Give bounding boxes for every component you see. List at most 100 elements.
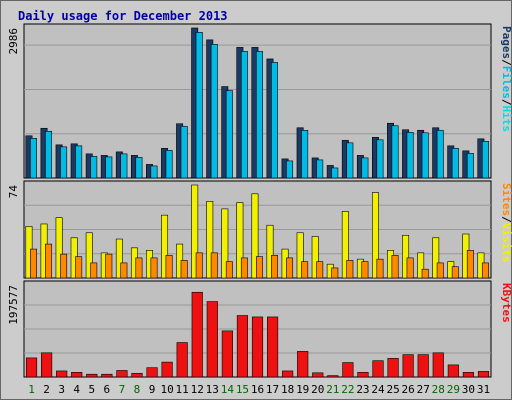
bar-kbytes-3 — [56, 370, 68, 378]
side-label-word: Pages — [500, 26, 512, 59]
bar-files-9 — [150, 165, 158, 179]
bar-sites-19 — [301, 261, 309, 279]
bar-sites-24 — [376, 258, 384, 279]
bar-files-17 — [271, 62, 278, 179]
bar-kbytes-6 — [101, 373, 113, 378]
bar-kbytes-14 — [221, 330, 233, 378]
bar-files-6 — [105, 156, 113, 179]
bar-kbytes-27 — [417, 354, 429, 378]
bar-files-19 — [301, 129, 309, 179]
bar-sites-27 — [421, 268, 429, 279]
bar-sites-10 — [165, 255, 173, 279]
bar-visits-19 — [296, 232, 304, 279]
x-tick-label-1: 1 — [28, 383, 35, 396]
bar-sites-12 — [195, 252, 203, 279]
bar-files-3 — [60, 146, 68, 179]
bar-visits-10 — [161, 214, 169, 279]
bar-kbytes-9 — [146, 367, 158, 378]
bar-sites-15 — [240, 257, 248, 279]
bar-files-25 — [391, 125, 399, 179]
bar-visits-26 — [402, 234, 410, 279]
x-tick-label-28: 28 — [432, 383, 445, 396]
bar-sites-21 — [331, 267, 339, 279]
bar-visits-16 — [251, 193, 259, 279]
bar-kbytes-16 — [251, 316, 264, 378]
side-label-word: / — [500, 59, 512, 66]
bar-kbytes-10 — [161, 361, 173, 378]
bar-files-5 — [90, 156, 98, 179]
side-label-word: Hits — [500, 106, 512, 133]
bar-kbytes-5 — [86, 373, 98, 378]
x-tick-label-30: 30 — [462, 383, 475, 396]
bar-files-29 — [451, 148, 459, 179]
bar-files-7 — [120, 153, 128, 179]
bar-visits-20 — [311, 236, 319, 279]
bar-visits-12 — [191, 184, 199, 279]
x-tick-label-8: 8 — [134, 383, 141, 396]
bar-files-27 — [421, 132, 429, 179]
x-tick-label-31: 31 — [477, 383, 490, 396]
x-tick-label-29: 29 — [447, 383, 460, 396]
y-max-label-kbytes: 197577 — [7, 285, 20, 325]
bar-kbytes-24 — [372, 360, 384, 378]
x-tick-label-20: 20 — [311, 383, 324, 396]
bar-kbytes-28 — [432, 352, 444, 378]
bar-kbytes-26 — [402, 354, 414, 378]
x-tick-label-23: 23 — [356, 383, 369, 396]
bar-kbytes-11 — [176, 342, 188, 378]
bar-kbytes-2 — [41, 352, 53, 378]
side-label-word: Files — [500, 66, 512, 99]
bar-visits-13 — [206, 201, 214, 279]
bar-visits-27 — [417, 252, 425, 279]
side-label-word: Visits — [500, 223, 512, 263]
bar-sites-25 — [391, 255, 399, 279]
bar-kbytes-4 — [71, 372, 83, 378]
bar-kbytes-15 — [236, 315, 249, 378]
bar-kbytes-25 — [387, 358, 399, 378]
y-max-label-hits: 2986 — [7, 28, 20, 55]
bar-files-26 — [406, 131, 414, 179]
bar-files-20 — [316, 159, 324, 179]
x-tick-label-9: 9 — [149, 383, 156, 396]
x-tick-label-19: 19 — [296, 383, 309, 396]
x-tick-label-22: 22 — [341, 383, 354, 396]
bar-files-28 — [436, 129, 444, 179]
bar-files-1 — [30, 138, 37, 179]
y-max-label-visits: 74 — [7, 185, 20, 199]
bar-files-8 — [135, 157, 143, 179]
bar-files-4 — [75, 145, 83, 179]
bar-sites-16 — [255, 256, 263, 279]
x-tick-label-15: 15 — [236, 383, 249, 396]
x-tick-label-21: 21 — [326, 383, 339, 396]
bar-files-10 — [165, 150, 173, 179]
bar-files-22 — [346, 142, 354, 179]
bar-sites-20 — [316, 261, 324, 279]
bar-visits-22 — [341, 211, 349, 279]
bar-sites-11 — [180, 260, 188, 279]
x-tick-label-18: 18 — [281, 383, 294, 396]
bar-sites-5 — [90, 262, 98, 279]
bar-kbytes-29 — [447, 364, 459, 378]
bar-sites-30 — [466, 250, 474, 279]
bar-files-13 — [210, 44, 218, 179]
bar-kbytes-13 — [206, 301, 218, 378]
bar-sites-22 — [346, 260, 354, 279]
bar-files-12 — [195, 32, 203, 179]
bar-visits-3 — [55, 217, 63, 279]
chart-title: Daily usage for December 2013 — [18, 9, 228, 23]
bar-files-31 — [481, 141, 489, 179]
bar-files-18 — [286, 160, 294, 179]
bar-files-23 — [361, 157, 369, 179]
bar-files-11 — [180, 125, 188, 179]
bar-kbytes-17 — [266, 316, 279, 378]
bar-sites-8 — [135, 257, 143, 279]
bar-visits-15 — [236, 202, 244, 279]
bar-files-21 — [331, 167, 339, 179]
x-tick-label-16: 16 — [251, 383, 264, 396]
x-tick-label-7: 7 — [119, 383, 126, 396]
side-label-word: / — [500, 99, 512, 106]
side-label-kbytes: KBytes — [500, 283, 512, 323]
bar-files-16 — [255, 51, 263, 179]
